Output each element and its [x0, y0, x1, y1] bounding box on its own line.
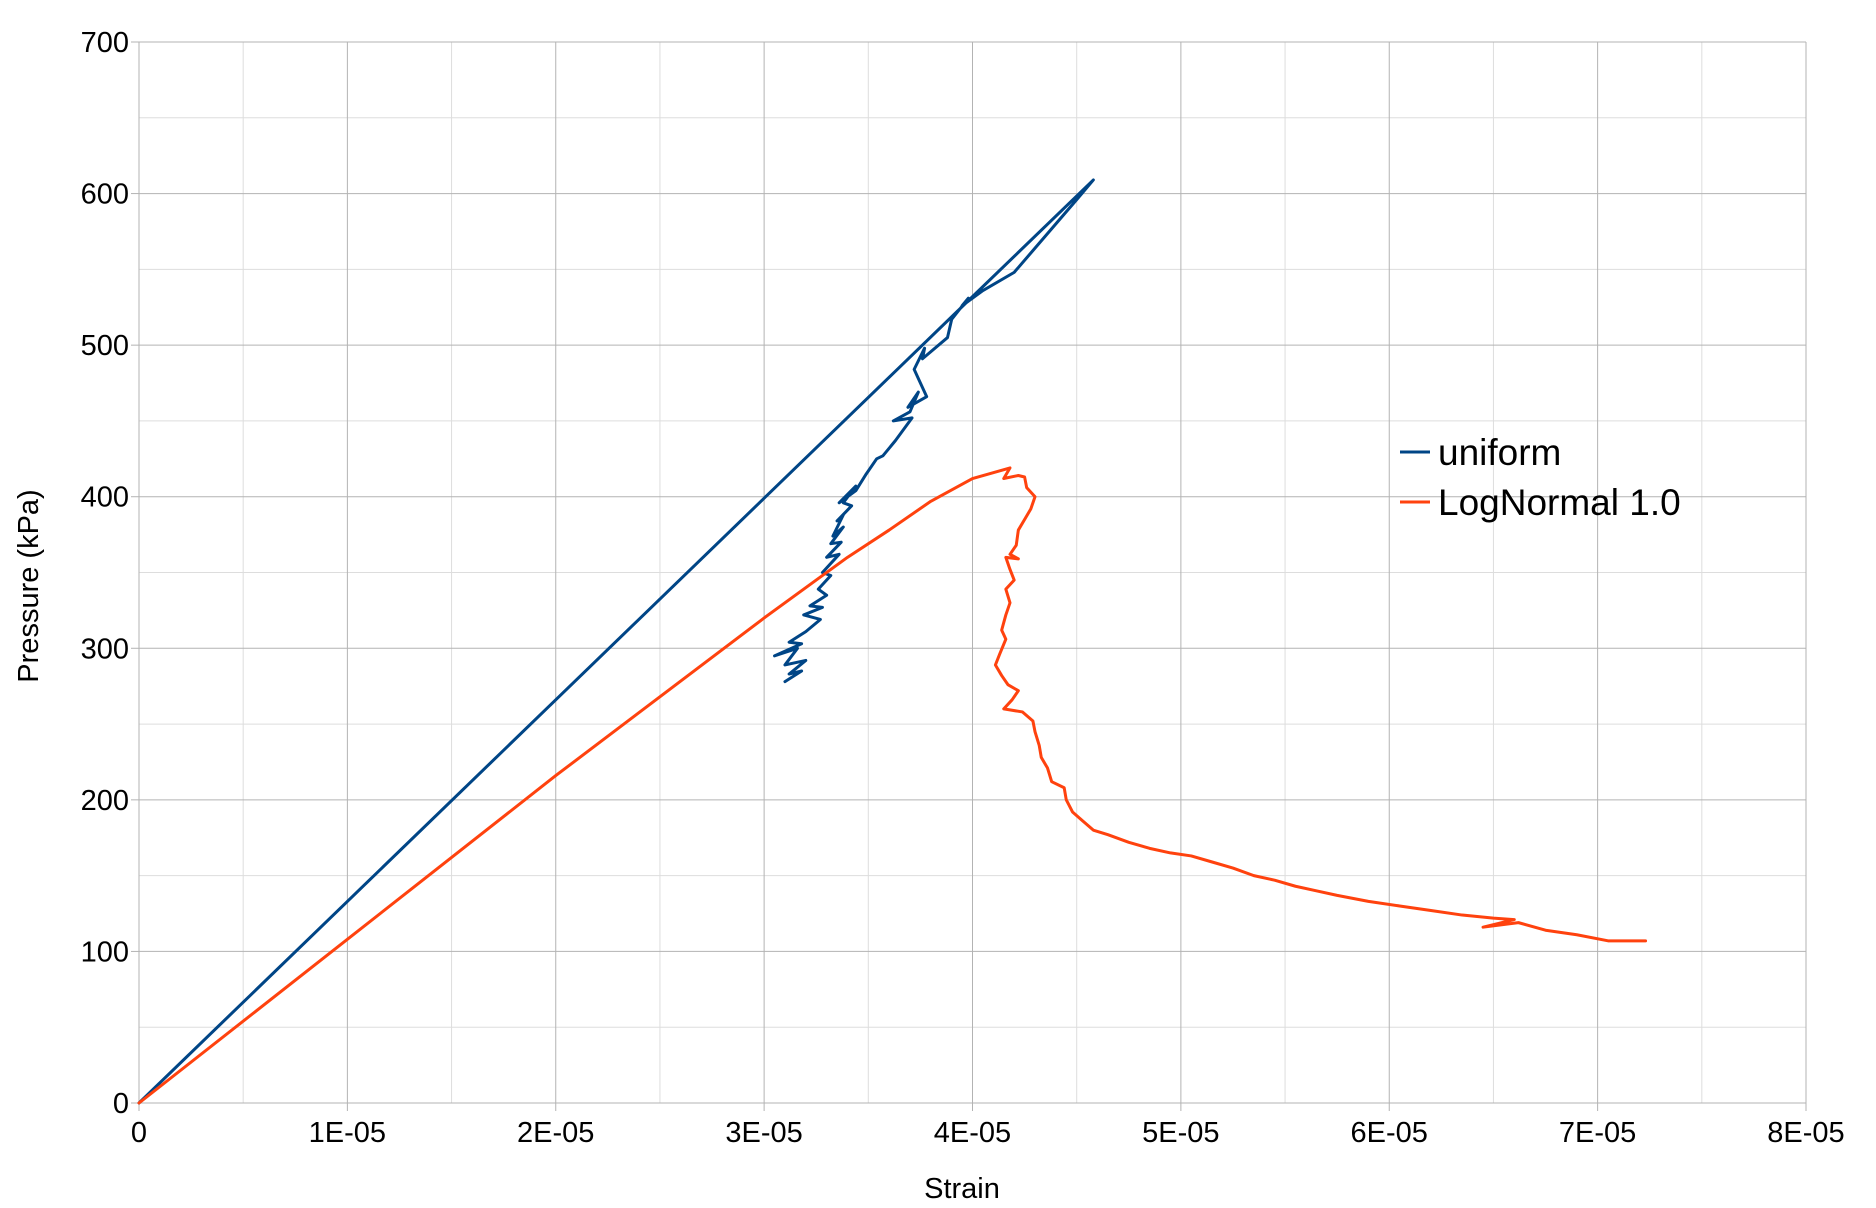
series-line-uniform — [139, 180, 1093, 1103]
series-line-lognormal — [139, 468, 1646, 1103]
x-tick-label: 4E-05 — [934, 1117, 1011, 1149]
x-tick-label: 5E-05 — [1142, 1117, 1219, 1149]
y-tick-label: 100 — [81, 936, 129, 968]
y-tick-label: 700 — [81, 27, 129, 59]
x-tick-label: 0 — [131, 1117, 147, 1149]
y-tick-labels: 0 100 200 300 400 500 600 700 — [81, 27, 129, 1120]
x-tick-label: 1E-05 — [309, 1117, 386, 1149]
x-tick-label: 7E-05 — [1559, 1117, 1636, 1149]
x-tick-label: 6E-05 — [1351, 1117, 1428, 1149]
y-tick-label: 500 — [81, 330, 129, 362]
x-axis-title: Strain — [924, 1173, 1000, 1205]
y-tick-label: 0 — [113, 1088, 129, 1120]
x-tick-label: 3E-05 — [725, 1117, 802, 1149]
x-tick-label: 8E-05 — [1767, 1117, 1844, 1149]
y-axis-title: Pressure (kPa) — [13, 489, 45, 682]
y-tick-label: 600 — [81, 179, 129, 211]
legend: uniform LogNormal 1.0 — [1400, 432, 1681, 523]
legend-label: uniform — [1438, 432, 1561, 473]
axes — [131, 42, 1806, 1111]
y-tick-label: 400 — [81, 482, 129, 514]
y-tick-label: 300 — [81, 633, 129, 665]
legend-label: LogNormal 1.0 — [1438, 482, 1681, 523]
x-tick-labels: 0 1E-05 2E-05 3E-05 4E-05 5E-05 6E-05 7E-05 8E-0… — [131, 1117, 1845, 1149]
x-tick-label: 2E-05 — [517, 1117, 594, 1149]
series-lines — [139, 180, 1646, 1103]
y-tick-label: 200 — [81, 785, 129, 817]
